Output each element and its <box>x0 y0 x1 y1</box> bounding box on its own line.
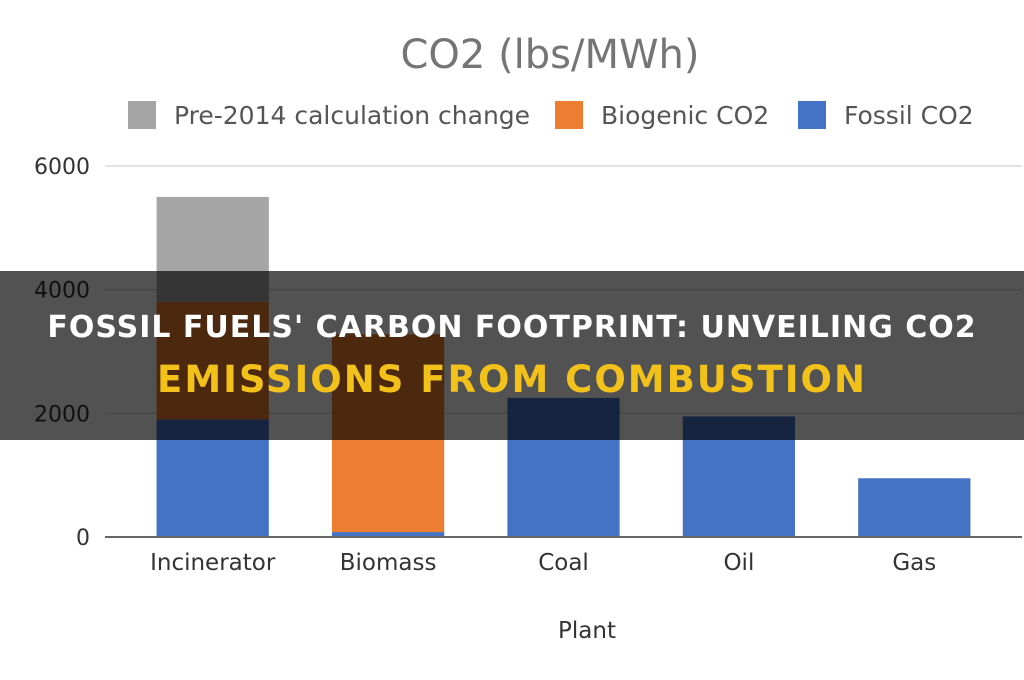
bar-segment <box>858 478 971 537</box>
legend-label-pre-2014: Pre-2014 calculation change <box>174 101 530 130</box>
banner-title-line1: Fossil Fuels' Carbon Footprint: Unveilin… <box>47 309 977 345</box>
y-tick-label: 0 <box>76 526 90 551</box>
legend-swatch-fossil <box>798 101 826 129</box>
legend-swatch-pre-2014 <box>128 101 156 129</box>
bar-segment <box>331 532 445 537</box>
x-category-label: Oil <box>723 550 754 576</box>
x-axis-title: Plant <box>558 618 616 644</box>
banner-title-line2: Emissions From Combustion <box>157 357 867 401</box>
legend-swatch-biogenic <box>555 101 583 129</box>
legend-label-fossil: Fossil CO2 <box>844 101 974 130</box>
title-banner: Fossil Fuels' Carbon Footprint: Unveilin… <box>0 271 1024 440</box>
x-category-label: Incinerator <box>150 550 276 576</box>
x-axis-categories: Incinerator Biomass Coal Oil Gas <box>150 550 936 576</box>
x-category-label: Gas <box>892 550 936 576</box>
x-category-label: Biomass <box>340 550 437 576</box>
y-tick-label: 6000 <box>34 155 90 180</box>
legend: Pre-2014 calculation change Biogenic CO2… <box>128 101 974 130</box>
chart-title: CO2 (lbs/MWh) <box>400 32 699 78</box>
legend-label-biogenic: Biogenic CO2 <box>601 101 769 130</box>
x-category-label: Coal <box>538 550 589 576</box>
